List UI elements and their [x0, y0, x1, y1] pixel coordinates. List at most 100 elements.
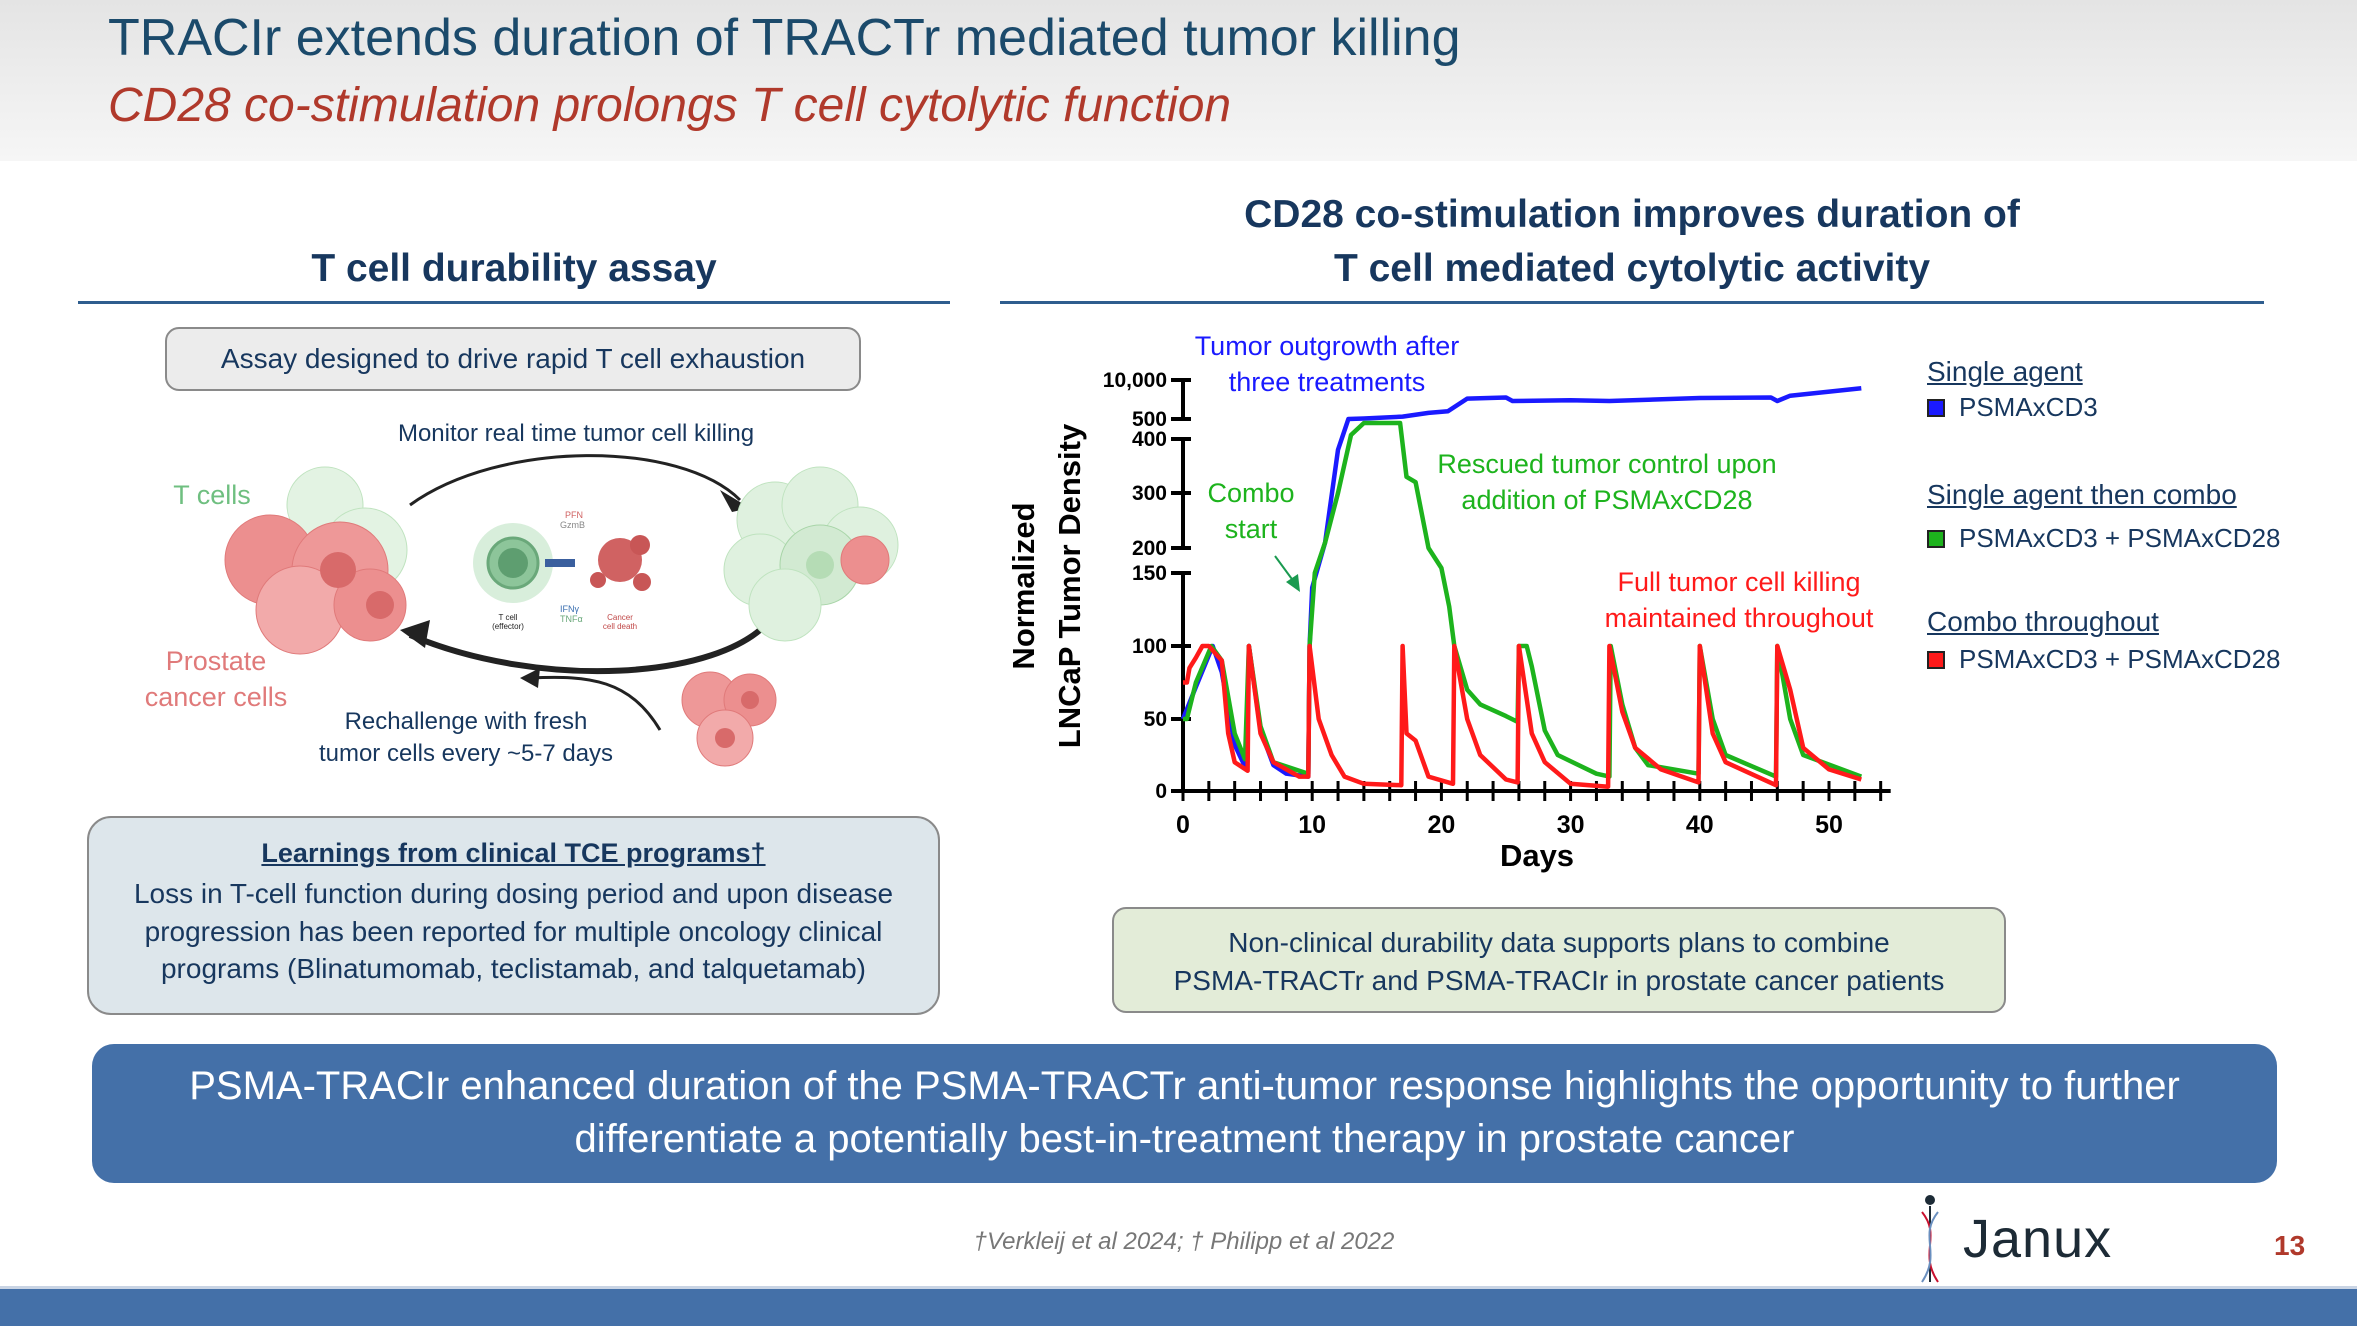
- learnings-line: programs (Blinatumomab, teclistamab, and…: [160, 953, 866, 984]
- green-annotation-2: addition of PSMAxCD28: [1461, 485, 1753, 515]
- footer-band: [0, 1289, 2357, 1326]
- header-band: [0, 0, 2357, 161]
- ifng-label: IFNγ: [560, 604, 579, 614]
- monitor-arrow: [409, 454, 742, 507]
- y-tick-label: 400: [1132, 428, 1167, 451]
- combo-start-arrowhead-icon: [1286, 574, 1300, 592]
- learnings-line: Loss in T-cell function during dosing pe…: [133, 878, 894, 909]
- legend-item-red: PSMAxCD3 + PSMAxCD28: [1927, 644, 2280, 675]
- tnfa-label: TNFα: [560, 614, 583, 624]
- y-tick-label: 500: [1132, 408, 1167, 431]
- y-tick-label: 150: [1132, 562, 1167, 585]
- y-axis-label-2: LNCaP Tumor Density: [1052, 423, 1087, 748]
- left-heading: T cell durability assay: [311, 247, 717, 290]
- red-annotation-2: maintained throughout: [1604, 603, 1874, 633]
- rechallenge-line-2: tumor cells every ~5-7 days: [318, 740, 614, 767]
- fresh-tumor-cells: [681, 671, 777, 767]
- green-annotation: Rescued tumor control upon addition of PS…: [1437, 446, 1776, 518]
- tcell-label-1: T cell: [499, 613, 518, 622]
- x-tick-label: 30: [1557, 811, 1585, 839]
- x-tick-label: 20: [1427, 811, 1455, 839]
- note-line: Non-clinical durability data supports pl…: [1228, 927, 1890, 958]
- y-tick-label: 100: [1132, 635, 1167, 658]
- rechallenge-line-1: Rechallenge with fresh: [344, 708, 588, 735]
- blue-annotation: Tumor outgrowth after three treatments: [1195, 328, 1460, 400]
- series-line: [1180, 386, 1862, 779]
- rechallenge-arrowhead-icon: [520, 668, 540, 688]
- return-arrow: [408, 618, 773, 675]
- legend-label: PSMAxCD3: [1959, 392, 2098, 422]
- chart-legend: Single agent PSMAxCD3 Single agent then …: [1927, 356, 2280, 675]
- right-heading-line-2: T cell mediated cytolytic activity: [1333, 247, 1931, 290]
- learnings-title: Learnings from clinical TCE programs†: [261, 838, 766, 868]
- key-takeaway-banner: PSMA-TRACIr enhanced duration of the PSM…: [92, 1044, 2277, 1183]
- death-label-2: cell death: [603, 622, 637, 631]
- left-divider: [78, 301, 950, 304]
- x-tick-label: 40: [1686, 811, 1714, 839]
- durability-assay-diagram: PFN GzmB IFNγ TNFα T cell (effector) Can…: [224, 454, 899, 767]
- legend-group-single-agent: Single agent: [1927, 356, 2083, 387]
- slide-subtitle: CD28 co-stimulation prolongs T cell cyto…: [108, 79, 1232, 132]
- legend-group-combo-throughout: Combo throughout: [1927, 606, 2159, 637]
- legend-item-blue: PSMAxCD3: [1927, 392, 2280, 423]
- prostate-line-2: cancer cells: [144, 682, 288, 712]
- red-annotation: Full tumor cell killing maintained throug…: [1605, 564, 1874, 636]
- legend-swatch-blue: [1927, 398, 1945, 417]
- legend-group-then-combo: Single agent then combo: [1927, 479, 2237, 510]
- pfn-label: PFN: [565, 510, 583, 520]
- y-tick-label: 50: [1144, 708, 1167, 731]
- green-annotation-1: Rescued tumor control upon: [1437, 449, 1777, 479]
- legend-swatch-green: [1927, 529, 1945, 548]
- page-number: 13: [2274, 1230, 2306, 1261]
- y-axis-label-1: Normalized: [1006, 502, 1041, 669]
- note-line: PSMA-TRACTr and PSMA-TRACIr in prostate …: [1173, 964, 1945, 996]
- rechallenge-arrow: [529, 675, 662, 731]
- footer-line: [0, 1286, 2357, 1289]
- janux-logo-icon: [1921, 1195, 1939, 1283]
- series-line: [1183, 643, 1862, 789]
- assay-box: Assay designed to drive rapid T cell exh…: [165, 327, 861, 391]
- death-label-1: Cancer: [607, 613, 633, 622]
- legend-label: PSMAxCD3 + PSMAxCD28: [1959, 644, 2281, 674]
- combo-annotation-2: start: [1224, 514, 1278, 544]
- red-annotation-1: Full tumor cell killing: [1617, 567, 1861, 597]
- blue-annotation-1: Tumor outgrowth after: [1194, 331, 1460, 361]
- prostate-line-1: Prostate: [165, 646, 267, 676]
- x-tick-label: 50: [1815, 811, 1843, 839]
- x-tick-label: 0: [1176, 811, 1190, 839]
- t-cell-cluster-right: [723, 466, 899, 642]
- non-clinical-note-box: Non-clinical durability data supports pl…: [1112, 907, 2006, 1013]
- right-divider: [1000, 301, 2264, 304]
- banner-line-1: PSMA-TRACIr enhanced duration of the PSM…: [189, 1064, 2180, 1108]
- tcell-label-2: (effector): [492, 622, 524, 631]
- right-heading: CD28 co-stimulation improves duration of…: [1000, 188, 2264, 296]
- combo-annotation-1: Combo: [1207, 478, 1295, 508]
- rechallenge-label: Rechallenge with fresh tumor cells every …: [319, 706, 613, 770]
- monitor-label: Monitor real time tumor cell killing: [397, 420, 755, 447]
- y-tick-label: 300: [1132, 482, 1167, 505]
- prostate-cells-label: Prostate cancer cells: [145, 643, 288, 715]
- banner-line-2: differentiate a potentially best-in-trea…: [574, 1117, 1795, 1161]
- return-arrowhead-icon: [400, 620, 430, 648]
- janux-logo-text: Janux: [1963, 1209, 2113, 1269]
- legend-label: PSMAxCD3 + PSMAxCD28: [1959, 523, 2281, 553]
- y-tick-label: 10,000: [1103, 369, 1167, 392]
- blue-annotation-2: three treatments: [1228, 367, 1426, 397]
- legend-swatch-red: [1927, 650, 1945, 669]
- t-cells-label: T cells: [173, 480, 251, 510]
- x-tick-label: 10: [1298, 811, 1326, 839]
- footnote-references: †Verkleij et al 2024; † Philipp et al 20…: [973, 1228, 1395, 1255]
- slide-title: TRACIr extends duration of TRACTr mediat…: [108, 9, 1461, 67]
- y-tick-label: 200: [1132, 537, 1167, 560]
- killing-mechanism-icon: PFN GzmB IFNγ TNFα T cell (effector) Can…: [473, 510, 651, 631]
- legend-item-green: PSMAxCD3 + PSMAxCD28: [1927, 523, 2280, 554]
- x-axis-label: Days: [1500, 838, 1574, 873]
- y-tick-label: 0: [1155, 780, 1167, 803]
- learnings-box: Learnings from clinical TCE programs† Lo…: [87, 816, 940, 1015]
- combo-start-annotation: Combo start: [1207, 475, 1294, 547]
- gzmb-label: GzmB: [560, 520, 585, 530]
- learnings-line: progression has been reported for multip…: [144, 915, 883, 947]
- right-heading-line-1: CD28 co-stimulation improves duration of: [1244, 193, 2020, 236]
- cancer-cell-cluster-left: [224, 514, 407, 655]
